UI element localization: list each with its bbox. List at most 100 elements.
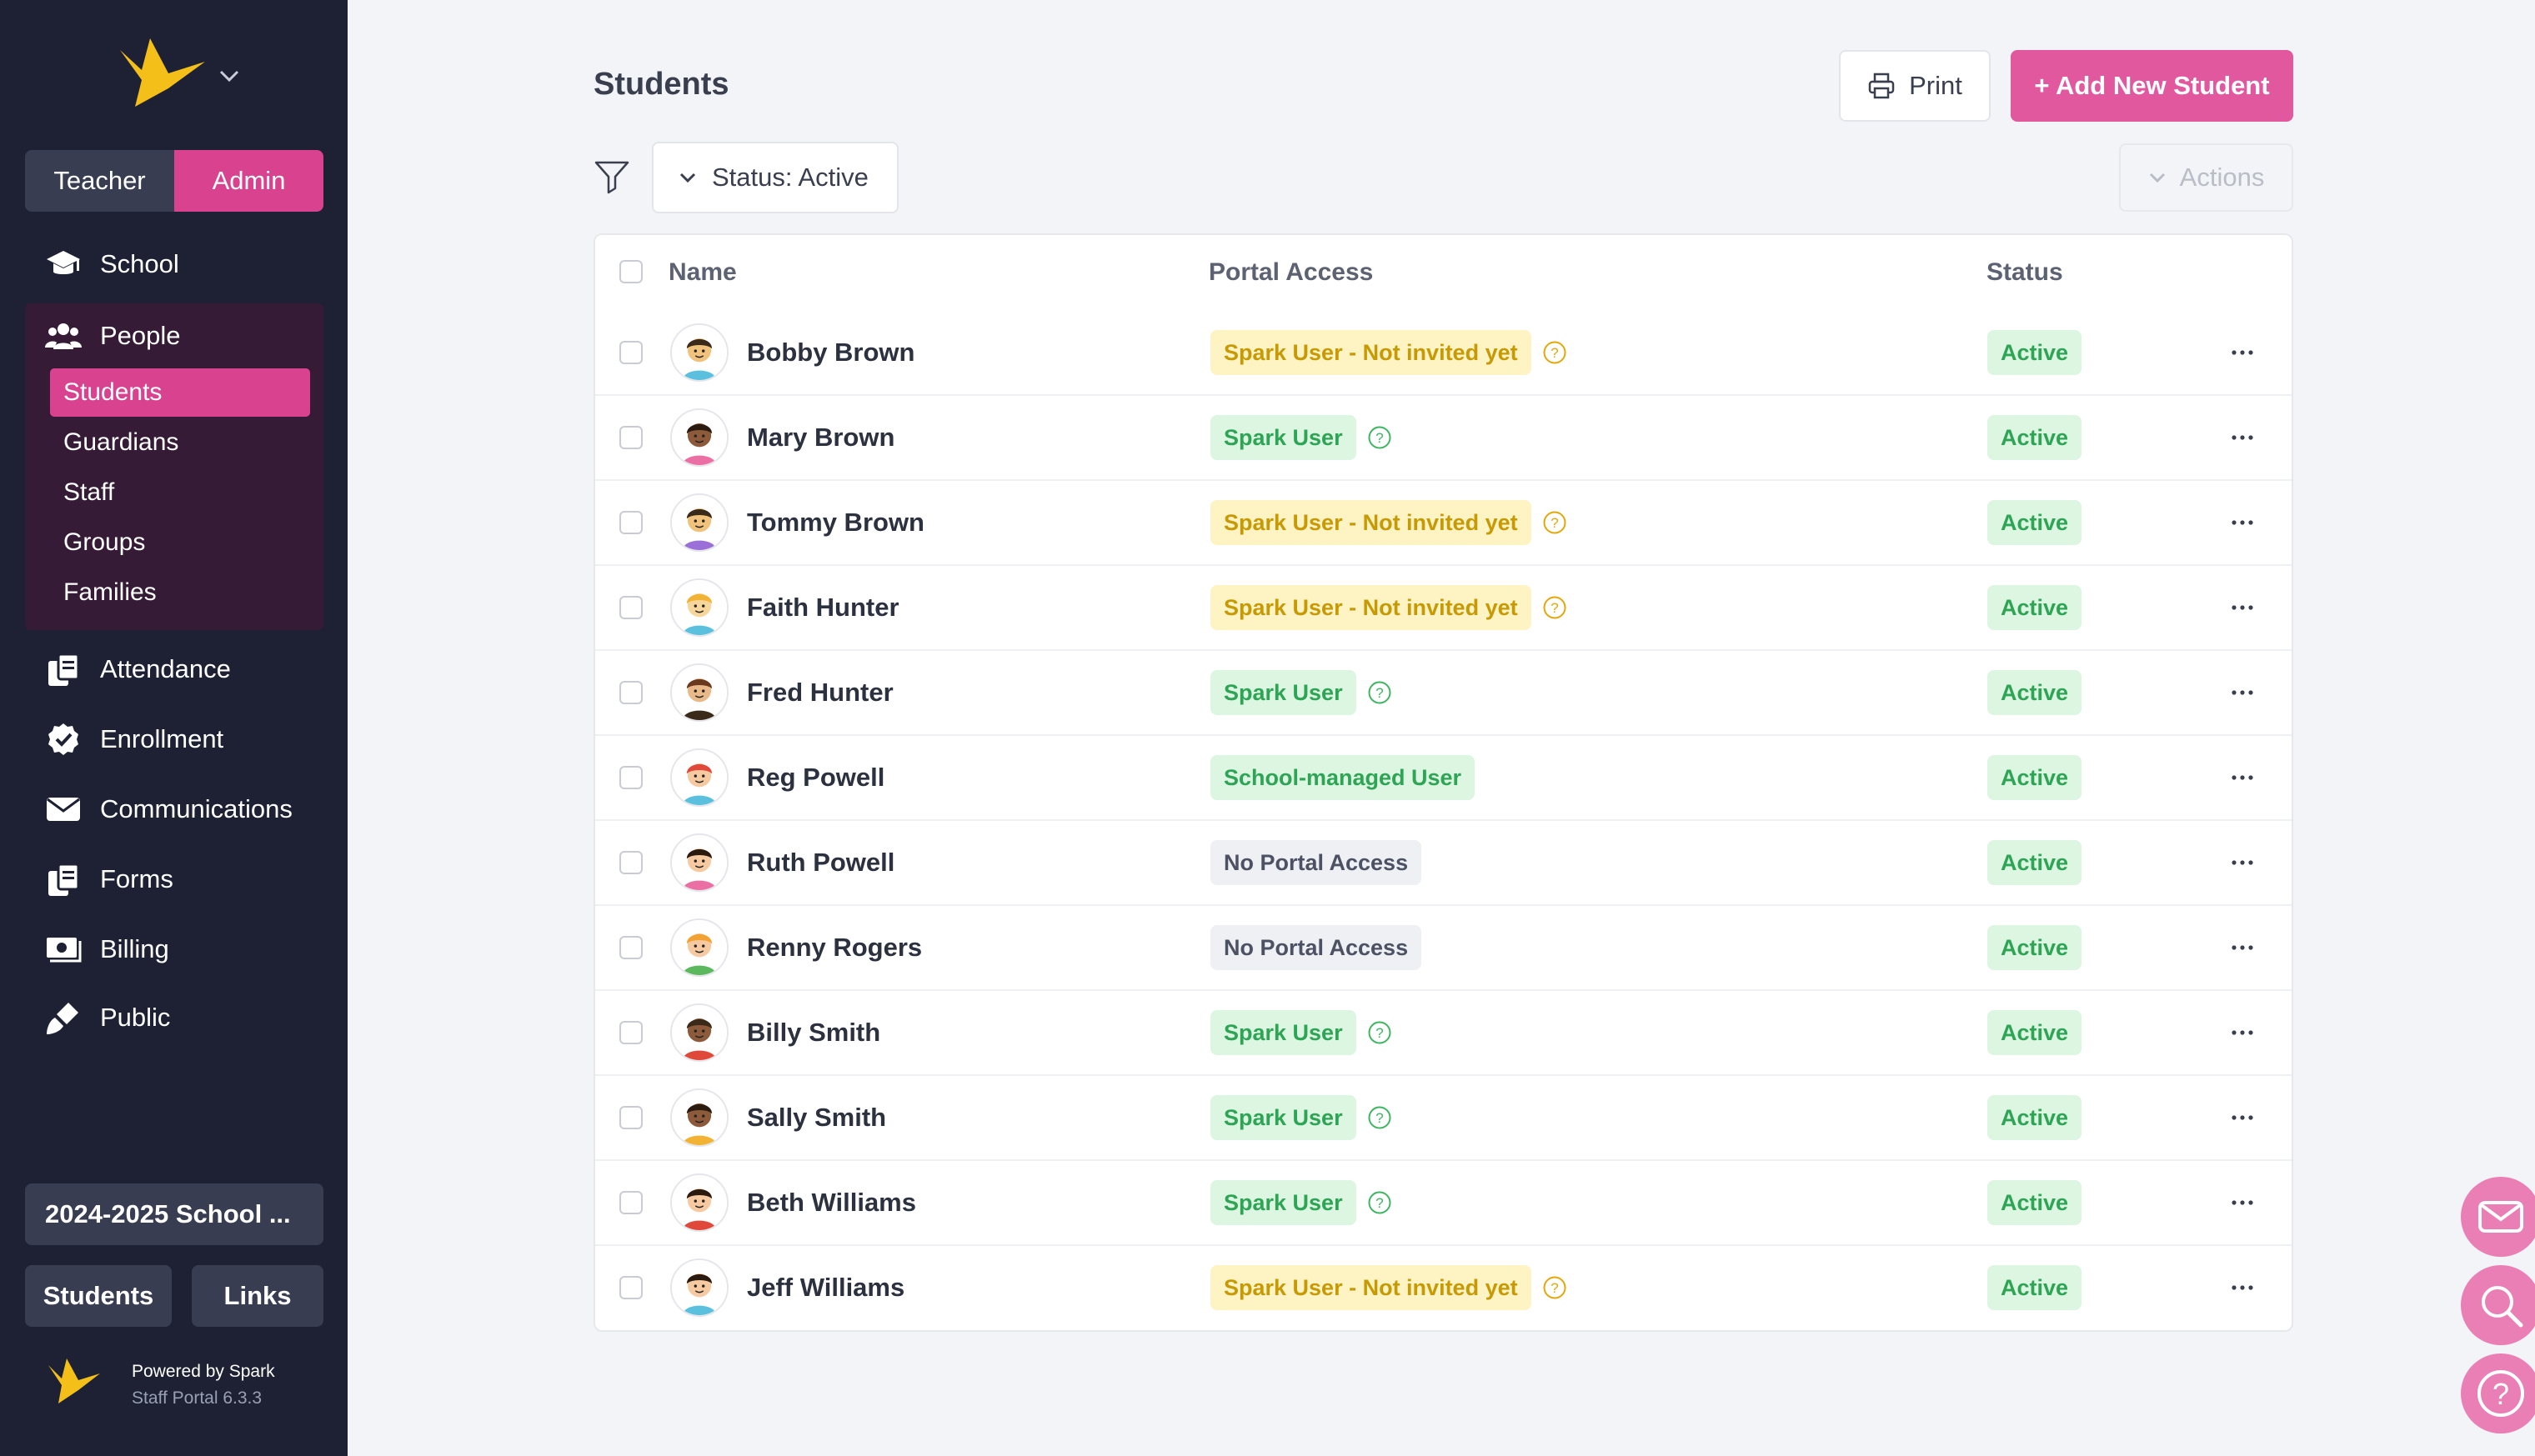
- row-checkbox[interactable]: [619, 681, 643, 704]
- student-avatar[interactable]: [670, 833, 729, 892]
- row-divider: [595, 904, 2292, 906]
- student-avatar[interactable]: [670, 408, 729, 467]
- student-name[interactable]: Fred Hunter: [747, 678, 894, 707]
- row-more-options-icon[interactable]: [2226, 1105, 2259, 1130]
- row-checkbox[interactable]: [619, 596, 643, 619]
- actions-dropdown[interactable]: Actions: [2119, 143, 2293, 212]
- help-circle-icon[interactable]: ?: [1367, 1020, 1392, 1045]
- nav-staff[interactable]: Staff: [63, 478, 115, 506]
- student-name[interactable]: Jeff Williams: [747, 1273, 905, 1302]
- row-more-options-icon[interactable]: [2226, 1020, 2259, 1045]
- nav-forms[interactable]: Forms: [25, 850, 323, 908]
- links-button[interactable]: Links: [192, 1265, 323, 1327]
- column-header-portal-access[interactable]: Portal Access: [1209, 258, 1374, 286]
- nav-families[interactable]: Families: [63, 578, 157, 606]
- row-checkbox[interactable]: [619, 1191, 643, 1214]
- row-more-options-icon[interactable]: [2226, 765, 2259, 790]
- row-more-options-icon[interactable]: [2226, 425, 2259, 450]
- public-brush-icon: [43, 999, 83, 1036]
- chevron-down-icon[interactable]: [218, 68, 240, 83]
- nav-students[interactable]: Students: [50, 368, 310, 417]
- nav-billing-label: Billing: [100, 934, 169, 963]
- nav-billing[interactable]: Billing: [25, 920, 323, 978]
- status-filter-dropdown[interactable]: Status: Active: [652, 142, 899, 213]
- row-more-options-icon[interactable]: [2226, 850, 2259, 875]
- spark-logo-icon[interactable]: [117, 37, 208, 108]
- help-circle-icon[interactable]: ?: [1367, 680, 1392, 705]
- student-avatar[interactable]: [670, 1088, 729, 1147]
- admin-role-button[interactable]: Admin: [174, 150, 323, 212]
- nav-attendance-label: Attendance: [100, 654, 231, 683]
- column-header-status[interactable]: Status: [1986, 258, 2063, 286]
- print-button[interactable]: Print: [1839, 50, 1991, 122]
- search-fab[interactable]: [2461, 1265, 2535, 1345]
- student-avatar[interactable]: [670, 493, 729, 552]
- row-more-options-icon[interactable]: [2226, 1190, 2259, 1215]
- row-checkbox[interactable]: [619, 766, 643, 789]
- student-avatar[interactable]: [670, 578, 729, 637]
- help-circle-icon[interactable]: ?: [1542, 595, 1567, 620]
- portal-access-badge: No Portal Access: [1210, 840, 1422, 885]
- nav-people[interactable]: People: [25, 307, 323, 365]
- nav-attendance[interactable]: Attendance: [25, 640, 323, 698]
- student-name[interactable]: Renny Rogers: [747, 933, 923, 962]
- powered-by: Powered by Spark Staff Portal 6.3.3: [132, 1358, 275, 1412]
- help-fab[interactable]: ?: [2461, 1353, 2535, 1433]
- nav-enrollment[interactable]: Enrollment: [25, 710, 323, 768]
- student-avatar[interactable]: [670, 748, 729, 807]
- portal-access-badge: No Portal Access: [1210, 925, 1422, 970]
- students-link-button[interactable]: Students: [25, 1265, 172, 1327]
- version-text: Staff Portal 6.3.3: [132, 1388, 263, 1408]
- row-checkbox[interactable]: [619, 341, 643, 364]
- student-name[interactable]: Faith Hunter: [747, 593, 899, 622]
- student-name[interactable]: Mary Brown: [747, 423, 895, 452]
- row-more-options-icon[interactable]: [2226, 340, 2259, 365]
- help-circle-icon[interactable]: ?: [1367, 425, 1392, 450]
- student-avatar[interactable]: [670, 1258, 729, 1317]
- student-name[interactable]: Sally Smith: [747, 1103, 887, 1132]
- nav-public[interactable]: Public: [25, 988, 323, 1047]
- row-checkbox[interactable]: [619, 1021, 643, 1044]
- row-checkbox[interactable]: [619, 426, 643, 449]
- help-circle-icon[interactable]: ?: [1542, 1275, 1567, 1300]
- school-year-selector[interactable]: 2024-2025 School ...: [25, 1183, 323, 1245]
- student-name[interactable]: Bobby Brown: [747, 338, 915, 367]
- nav-school[interactable]: School: [25, 235, 323, 293]
- column-header-name[interactable]: Name: [669, 258, 737, 286]
- row-checkbox[interactable]: [619, 511, 643, 534]
- row-more-options-icon[interactable]: [2226, 510, 2259, 535]
- student-name[interactable]: Tommy Brown: [747, 508, 924, 537]
- nav-guardians[interactable]: Guardians: [63, 428, 179, 456]
- student-name[interactable]: Reg Powell: [747, 763, 885, 792]
- nav-communications[interactable]: Communications: [25, 780, 323, 838]
- row-more-options-icon[interactable]: [2226, 1275, 2259, 1300]
- row-checkbox[interactable]: [619, 1276, 643, 1299]
- row-more-options-icon[interactable]: [2226, 595, 2259, 620]
- row-checkbox[interactable]: [619, 936, 643, 959]
- add-new-student-button[interactable]: + Add New Student: [2011, 50, 2293, 122]
- select-all-checkbox[interactable]: [619, 260, 643, 283]
- nav-groups[interactable]: Groups: [63, 528, 146, 556]
- row-more-options-icon[interactable]: [2226, 935, 2259, 960]
- status-badge: Active: [1987, 840, 2082, 885]
- student-name[interactable]: Billy Smith: [747, 1018, 881, 1047]
- row-more-options-icon[interactable]: [2226, 680, 2259, 705]
- student-name[interactable]: Beth Williams: [747, 1188, 916, 1217]
- help-circle-icon[interactable]: ?: [1542, 340, 1567, 365]
- row-checkbox[interactable]: [619, 1106, 643, 1129]
- svg-text:?: ?: [1375, 1110, 1383, 1126]
- row-checkbox[interactable]: [619, 851, 643, 874]
- student-avatar[interactable]: [670, 1003, 729, 1062]
- chevron-down-icon: [2149, 173, 2165, 183]
- student-avatar[interactable]: [670, 918, 729, 977]
- filter-icon[interactable]: [594, 158, 630, 195]
- student-avatar[interactable]: [670, 1173, 729, 1232]
- student-avatar[interactable]: [670, 323, 729, 382]
- help-circle-icon[interactable]: ?: [1367, 1190, 1392, 1215]
- student-avatar[interactable]: [670, 663, 729, 722]
- message-fab[interactable]: [2461, 1177, 2535, 1257]
- help-circle-icon[interactable]: ?: [1367, 1105, 1392, 1130]
- help-circle-icon[interactable]: ?: [1542, 510, 1567, 535]
- student-name[interactable]: Ruth Powell: [747, 848, 895, 877]
- teacher-role-button[interactable]: Teacher: [25, 150, 174, 212]
